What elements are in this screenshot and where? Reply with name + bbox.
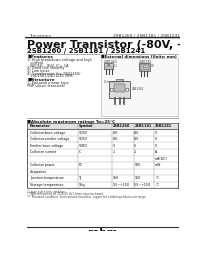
Text: Storage temperature: Storage temperature [30, 183, 63, 187]
Bar [27, 123, 178, 188]
Circle shape [126, 88, 129, 91]
Text: 2SB1260 / 2SB1181 / 2SB1241: 2SB1260 / 2SB1181 / 2SB1241 [113, 34, 180, 38]
Text: -55~+150: -55~+150 [134, 183, 151, 187]
Text: 1) High breakdown voltage and high: 1) High breakdown voltage and high [27, 58, 92, 62]
Text: -5: -5 [113, 144, 116, 148]
Text: Parameter: Parameter [30, 124, 51, 128]
Text: ■Absolute maximum ratings Ta=25°C: ■Absolute maximum ratings Ta=25°C [27, 120, 115, 124]
Bar [114, 84, 125, 92]
Text: 9.0: 9.0 [151, 64, 154, 68]
Text: BVCEO : -80V, IC=-1A: BVCEO : -80V, IC=-1A [27, 63, 69, 68]
Text: -80: -80 [113, 131, 118, 134]
Bar [27, 123, 178, 129]
Text: -1: -1 [134, 150, 137, 154]
Bar [139, 63, 150, 71]
Text: PC: PC [78, 163, 83, 167]
Bar [109, 81, 130, 98]
Text: 2SB1241: 2SB1241 [132, 87, 144, 92]
Text: 500: 500 [134, 163, 141, 167]
Text: *** Mounted condition: 1mm around transistor, copper foil soldering reduces air : *** Mounted condition: 1mm around transi… [27, 195, 146, 199]
Text: 4) Complement the 2SD1260/: 4) Complement the 2SD1260/ [27, 72, 81, 76]
Text: Collector-emitter voltage: Collector-emitter voltage [30, 137, 69, 141]
Text: ■External dimensions (Units: mm): ■External dimensions (Units: mm) [101, 55, 177, 59]
Text: PNP silicon transistor: PNP silicon transistor [27, 83, 65, 88]
Text: mW: mW [155, 163, 162, 167]
Text: 2SB1260: 2SB1260 [104, 60, 118, 64]
Text: Transistors: Transistors [29, 34, 51, 38]
Text: Junction temperature: Junction temperature [30, 176, 63, 180]
Text: 2) Good line linearity: 2) Good line linearity [27, 66, 65, 70]
Text: -80: -80 [134, 137, 140, 141]
Text: °C: °C [155, 183, 159, 187]
Circle shape [143, 66, 146, 68]
Text: A: A [155, 150, 157, 154]
Text: 1) Epitaxial planar type: 1) Epitaxial planar type [27, 81, 69, 85]
Bar [101, 58, 178, 116]
Text: 2SB1241: 2SB1241 [155, 124, 172, 128]
Text: 2SB1181: 2SB1181 [139, 60, 152, 64]
Text: Symbol: Symbol [78, 124, 93, 128]
Text: -1: -1 [113, 150, 116, 154]
Text: -80: -80 [134, 131, 140, 134]
Text: VCBO: VCBO [78, 131, 88, 134]
Text: ** When mounted on 25.8x25.8x1.6mm alumina board: ** When mounted on 25.8x25.8x1.6mm alumi… [27, 192, 103, 196]
Text: 2SD1181/2SD1241 NPN: 2SD1181/2SD1241 NPN [27, 74, 73, 78]
Text: 2SB1260 / 2SB1181 / 2SB1241: 2SB1260 / 2SB1181 / 2SB1241 [27, 48, 146, 54]
Text: Dimensions 1:1: Dimensions 1:1 [104, 80, 123, 84]
Text: dissipation: dissipation [30, 170, 47, 174]
Text: ■Structure: ■Structure [27, 78, 55, 82]
Text: IC: IC [78, 150, 82, 154]
Text: Collector-base voltage: Collector-base voltage [30, 131, 65, 134]
Circle shape [110, 88, 113, 91]
Text: mA(DC): mA(DC) [155, 157, 168, 161]
Text: 4.2: 4.2 [114, 63, 118, 68]
Text: 150: 150 [134, 176, 141, 180]
Text: VEBO: VEBO [78, 144, 87, 148]
Text: °C: °C [155, 176, 159, 180]
Text: rohm: rohm [87, 228, 118, 238]
Text: Collector power: Collector power [30, 163, 54, 167]
Text: V: V [155, 144, 157, 148]
Text: 3) Low noise: 3) Low noise [27, 69, 50, 73]
Text: 150: 150 [113, 176, 119, 180]
Bar [104, 63, 113, 69]
Text: Collector current: Collector current [30, 150, 56, 154]
Text: -55~+150: -55~+150 [113, 183, 130, 187]
Bar [140, 63, 149, 70]
Text: V: V [155, 137, 157, 141]
Bar [116, 79, 123, 81]
Text: Tstg: Tstg [78, 183, 85, 187]
Text: Emitter-base voltage: Emitter-base voltage [30, 144, 63, 148]
Text: -5: -5 [134, 144, 138, 148]
Text: TJ: TJ [78, 176, 81, 180]
Text: Power Transistor (-80V, -1A): Power Transistor (-80V, -1A) [27, 40, 200, 50]
Text: V: V [155, 131, 157, 134]
Text: current: current [27, 61, 44, 65]
Text: * Large pulse test condition: * Large pulse test condition [27, 190, 65, 194]
Text: -80: -80 [113, 137, 118, 141]
Text: ■Features: ■Features [27, 55, 53, 59]
Text: 2SB1260: 2SB1260 [113, 124, 130, 128]
Text: VCEO: VCEO [78, 137, 87, 141]
Text: 2SB1181: 2SB1181 [134, 124, 152, 128]
